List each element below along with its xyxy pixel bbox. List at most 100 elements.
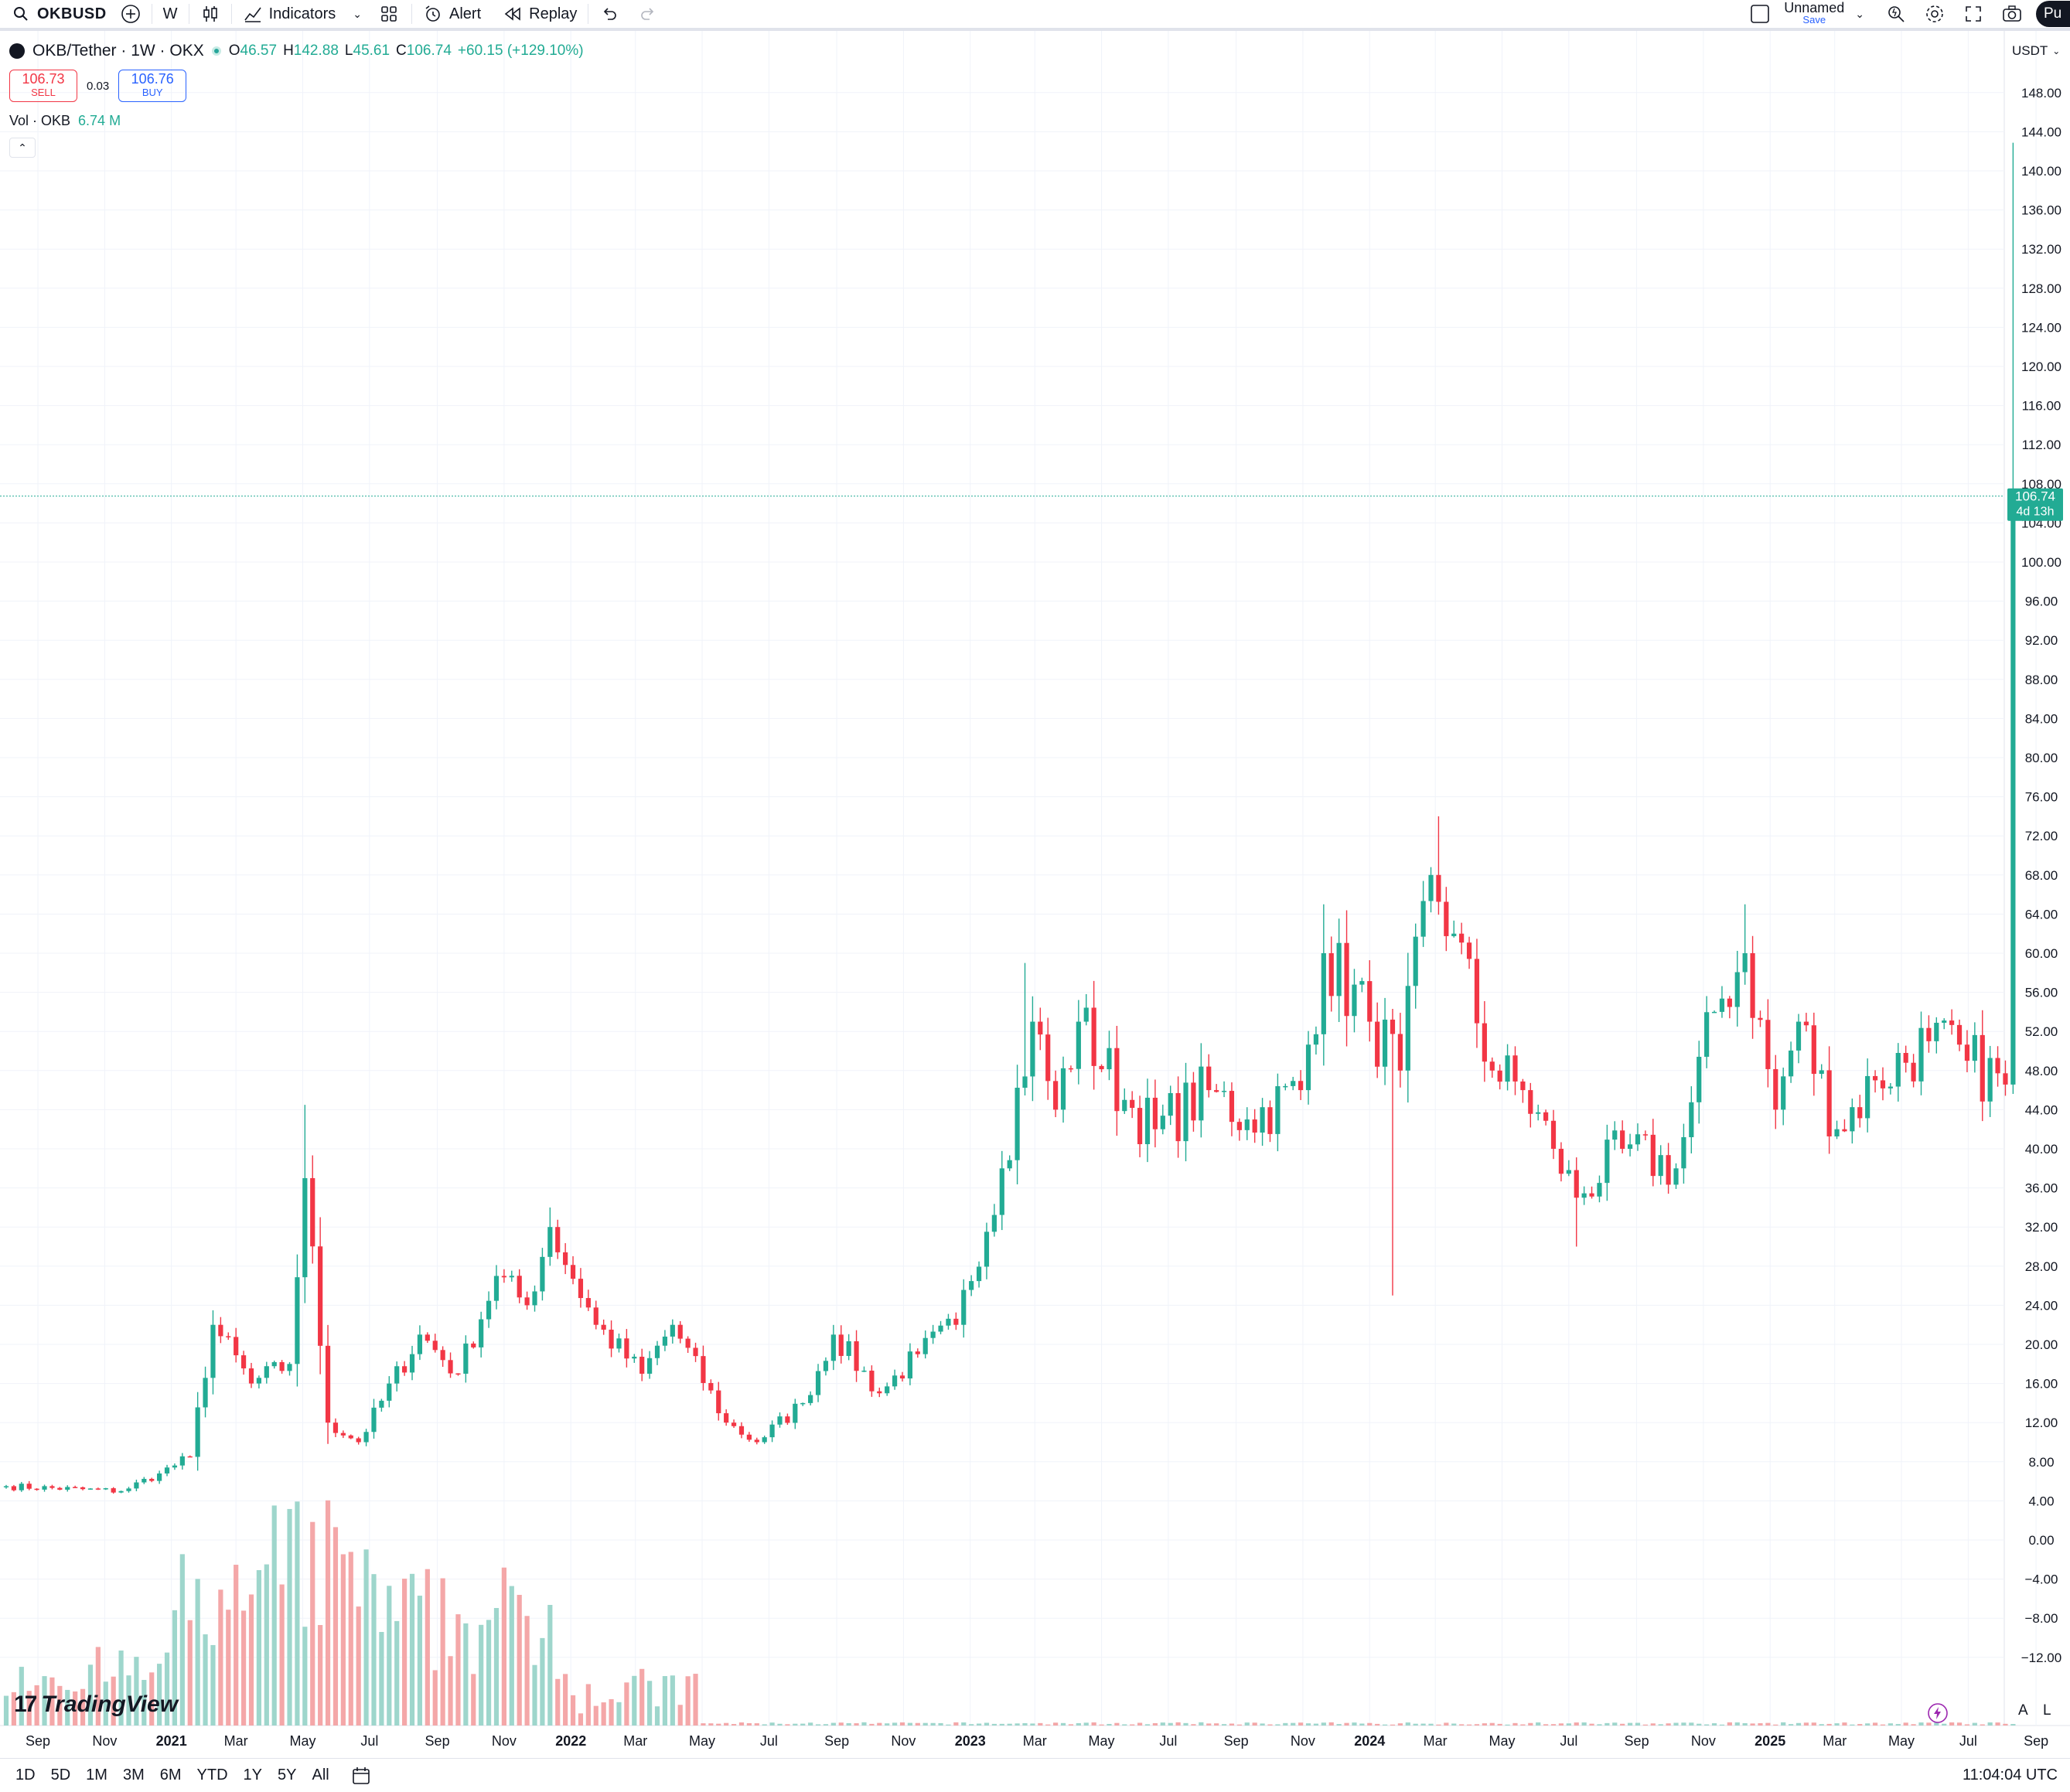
candle-body [1390,1019,1396,1034]
candle-body [1083,1007,1089,1022]
interval-button[interactable]: W [152,0,189,28]
candle-body [1244,1119,1250,1130]
volume-bar [724,1722,729,1726]
tradingview-logo[interactable]: 17 TradingView [14,1691,178,1718]
fullscreen-icon[interactable] [1963,4,1983,24]
candle-body [1152,1097,1158,1129]
volume-bar [3,1695,9,1726]
candle-body [348,1435,353,1439]
replay-button[interactable]: Replay [492,0,588,28]
candle-body [1199,1066,1204,1121]
indicators-button[interactable]: Indicators ⌄ [232,0,373,28]
range-selector: 1D 5D 1M 3M 6M YTD 1Y 5Y All [0,1766,337,1784]
gear-icon[interactable] [1925,4,1945,24]
volume-bar [1482,1723,1487,1726]
candle-body [1122,1099,1127,1112]
candle-body [1053,1081,1059,1110]
candle-body [2003,1073,2008,1085]
volume-bar [1857,1724,1863,1726]
candle-body [11,1486,17,1490]
volume-bar [1918,1722,1924,1726]
candle-body [1956,1024,1963,1045]
candle-body [1359,981,1365,985]
price-tick-label: 108.00 [2021,477,2061,492]
price-tick-label: 8.00 [2028,1455,2054,1470]
range-button-1y[interactable]: 1Y [243,1766,263,1783]
candle-body [1750,953,1755,1018]
range-button-5d[interactable]: 5D [50,1766,71,1783]
buy-button[interactable]: 106.76 BUY [118,70,187,102]
undo-icon[interactable] [599,4,619,24]
price-tick-label: 12.00 [2025,1416,2058,1430]
candle-body [991,1215,997,1232]
range-button-6m[interactable]: 6M [159,1766,182,1783]
compare-add-icon[interactable] [121,4,141,24]
range-button-ytd[interactable]: YTD [196,1766,228,1783]
candle-body [854,1341,859,1371]
volume-bar [1627,1722,1633,1726]
range-button-5y[interactable]: 5Y [278,1766,297,1783]
volume-bar [363,1549,369,1726]
candle-body [73,1487,78,1488]
price-scale[interactable]: 148.00 144.00 140.00 136.00 132.00 128.00 124.… [2021,86,2061,1665]
candles-icon[interactable] [200,4,220,24]
volume-bar [1152,1722,1158,1726]
candle-body [1305,1044,1311,1091]
candle-body [1191,1082,1196,1121]
auto-scale-toggle[interactable]: A [2018,1702,2028,1719]
legend-title[interactable]: OKB/Tether · 1W · OKX [32,42,204,60]
toolbar-right: Unnamed Save ⌄ Pu [1750,0,2070,28]
redo-icon[interactable] [638,4,658,24]
change-value: +60.15 (+129.10%) [457,43,584,59]
date-range-icon[interactable] [351,1766,371,1786]
currency-dropdown[interactable]: USDT ⌄ [2012,43,2060,59]
collapse-legend-button[interactable]: ⌃ [9,138,36,158]
publish-button[interactable]: Pu [2036,1,2070,27]
range-button-3m[interactable]: 3M [122,1766,145,1783]
range-button-1m[interactable]: 1M [86,1766,107,1783]
layout-name-button[interactable]: Unnamed Save [1784,1,1844,26]
low-label: L [344,43,353,59]
volume-bar [157,1664,162,1726]
volume-bar [134,1657,139,1726]
chevron-down-icon[interactable]: ⌄ [1855,7,1864,20]
volume-bar [448,1656,453,1726]
open-value: 46.57 [240,43,278,59]
lightning-icon[interactable] [1927,1702,1949,1728]
utc-clock[interactable]: 11:04:04 UTC [1962,1766,2058,1783]
volume-bar [1995,1722,2000,1726]
volume-label: Vol · OKB [9,113,71,128]
templates-grid-icon[interactable] [379,4,399,24]
volume-bar [1865,1723,1871,1726]
range-button-all[interactable]: All [312,1766,329,1783]
candle-body [34,1488,39,1490]
volume-bar [746,1722,752,1726]
candle-body [1382,1019,1388,1067]
candle-body [517,1276,522,1298]
candle-body [823,1361,829,1371]
symbol-search[interactable]: OKBUSD [0,0,118,28]
time-scale[interactable]: Sep Nov 2021 Mar May Jul Sep Nov 2022 Mar May Jul Se… [26,1733,2048,1749]
candle-body [777,1416,783,1425]
alert-button[interactable]: Alert [412,0,492,28]
trade-buttons: 106.73 SELL 0.03 106.76 BUY [9,70,187,102]
candle-body [1466,942,1472,959]
camera-icon[interactable] [2002,4,2022,24]
candle-body [471,1343,476,1347]
candle-body [486,1300,492,1320]
range-button-1d[interactable]: 1D [15,1766,36,1783]
quick-search-icon[interactable] [1886,4,1906,24]
volume-bar [1367,1722,1373,1726]
layout-square-icon[interactable] [1750,4,1770,24]
market-status-icon[interactable] [211,46,221,56]
volume-bar [639,1668,645,1726]
log-scale-toggle[interactable]: L [2043,1702,2051,1719]
volume-bar [555,1678,561,1726]
candle-body [1030,1021,1035,1077]
sell-button[interactable]: 106.73 SELL [9,70,77,102]
volume-bar [1199,1722,1204,1726]
candle-body [1734,972,1740,1007]
volume-bar [218,1589,223,1726]
volume-legend[interactable]: Vol · OKB 6.74 M [9,113,121,129]
